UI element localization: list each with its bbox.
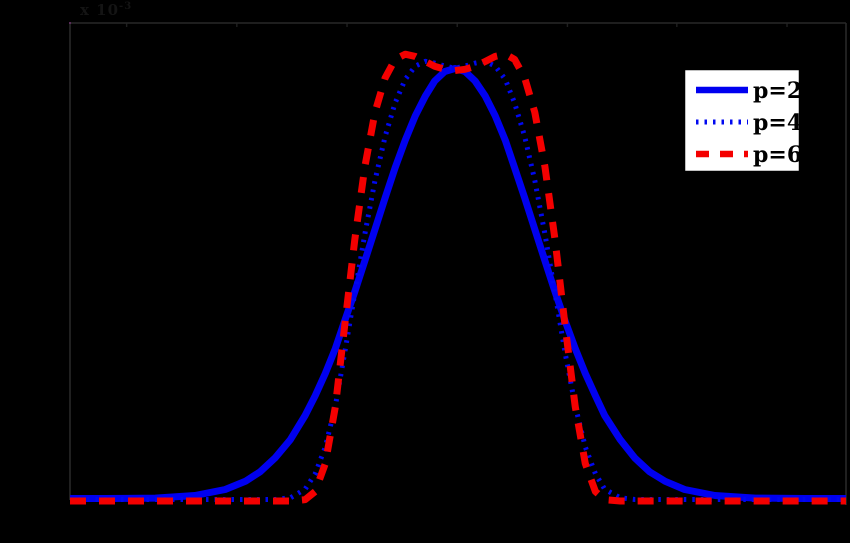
scale-base: x 10 bbox=[80, 1, 120, 19]
scale-exponent: -3 bbox=[119, 1, 133, 12]
curve-p=6 bbox=[70, 50, 846, 505]
top-tick-marks bbox=[125, 23, 788, 27]
y-axis-scale-label: x 10-3 bbox=[80, 1, 132, 19]
corner-pixel-artifact bbox=[69, 22, 71, 24]
legend-label-p6: p=6 bbox=[753, 142, 802, 168]
legend-label-p2: p=2 bbox=[753, 78, 802, 104]
legend-label-p4: p=4 bbox=[753, 110, 802, 136]
curves-layer bbox=[70, 50, 846, 505]
axes-spines bbox=[69, 22, 847, 505]
legend-box: p=2 p=4 p=6 bbox=[682, 67, 802, 174]
